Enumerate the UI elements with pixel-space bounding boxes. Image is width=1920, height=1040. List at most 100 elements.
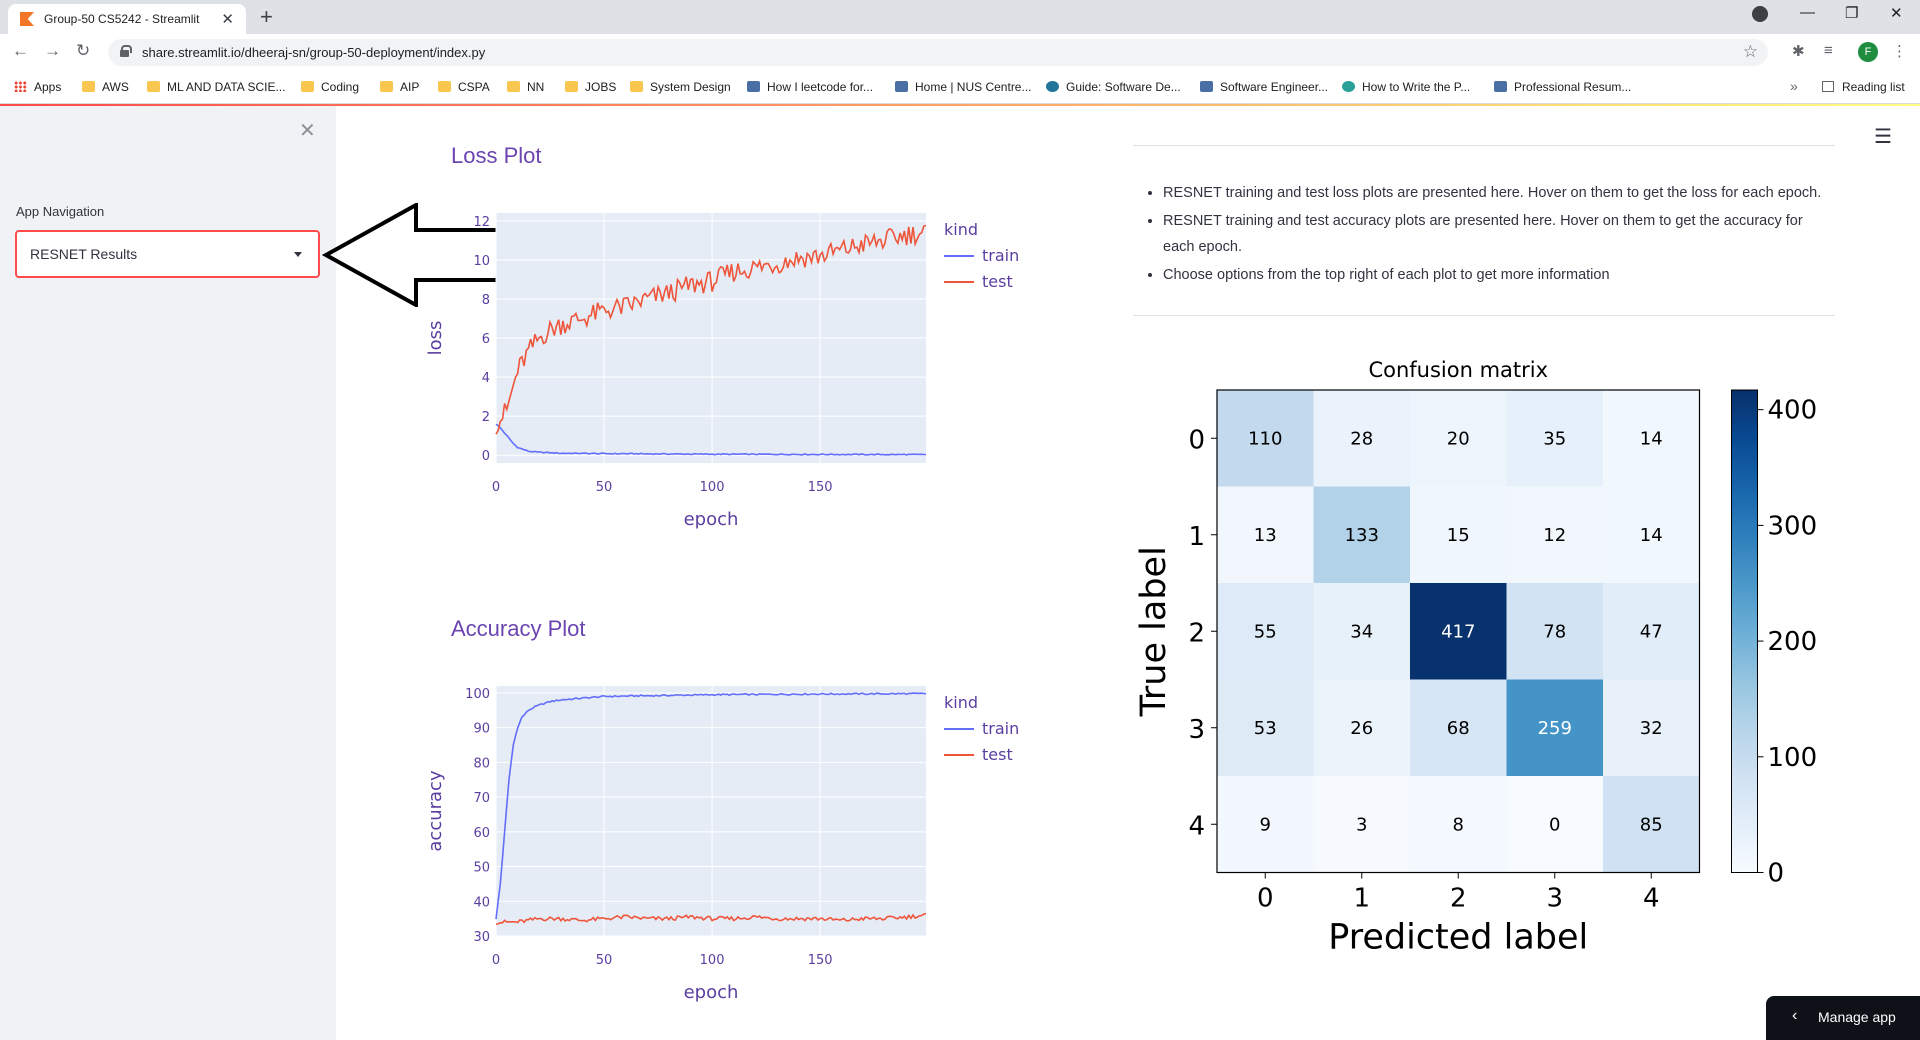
colorbar-tick-label: 400 [1768, 396, 1818, 426]
matrix-cell [1410, 583, 1507, 680]
app-navigation-label: App Navigation [16, 204, 105, 219]
matrix-cell [1603, 583, 1700, 680]
address-bar[interactable]: share.streamlit.io/dheeraj-sn/group-50-d… [108, 39, 1768, 66]
bookmarks-overflow-icon[interactable]: » [1790, 78, 1798, 94]
sidebar-close-icon[interactable]: ✕ [299, 120, 316, 142]
window-close-icon[interactable]: ✕ [1890, 5, 1903, 22]
manage-app-button[interactable]: ‹ Manage app [1766, 996, 1920, 1040]
matrix-cell [1410, 776, 1507, 873]
cell-value: 15 [1447, 525, 1470, 546]
bookmark-coding[interactable]: Coding [301, 80, 359, 94]
bookmark-how-to-write[interactable]: How to Write the P... [1342, 80, 1470, 94]
bookmark-star-icon[interactable]: ☆ [1742, 42, 1758, 61]
reload-icon[interactable]: ↻ [76, 41, 91, 60]
cell-value: 8 [1453, 814, 1464, 835]
x-tick-label: 150 [808, 953, 833, 968]
matrix-cell [1313, 486, 1410, 583]
app-navigation-select[interactable]: RESNET Results [15, 230, 320, 278]
legend-item-train: train [982, 246, 1019, 265]
media-queue-icon[interactable]: ≡ [1824, 42, 1833, 59]
site-icon [1200, 81, 1213, 92]
folder-icon [507, 81, 520, 92]
x-tick-label: 3 [1546, 884, 1563, 914]
x-axis-label: Predicted label [1328, 918, 1588, 958]
bookmark-apps[interactable]: Apps [14, 80, 61, 94]
matrix-cell [1410, 679, 1507, 776]
bookmark-nn[interactable]: NN [507, 80, 544, 94]
bookmark-system-design[interactable]: System Design [630, 80, 731, 94]
cell-value: 110 [1248, 428, 1282, 449]
bookmark-resume[interactable]: Professional Resum... [1494, 80, 1631, 94]
profile-avatar[interactable]: F [1858, 42, 1878, 62]
y-tick-label: 4 [1188, 811, 1205, 841]
profile-menu-icon[interactable] [1752, 6, 1768, 22]
bookmark-aip[interactable]: AIP [380, 80, 419, 94]
reading-list[interactable]: Reading list [1822, 80, 1905, 94]
series-line-test [495, 913, 927, 925]
streamlit-decoration [0, 104, 1920, 106]
folder-icon [438, 81, 451, 92]
browser-menu-icon[interactable]: ⋮ [1892, 43, 1907, 60]
bookmarks-bar: Apps AWS ML AND DATA SCIE... Coding AIP … [0, 70, 1920, 104]
y-tick-label: 100 [465, 687, 490, 702]
bookmark-jobs[interactable]: JOBS [565, 80, 616, 94]
new-tab-icon[interactable]: + [260, 4, 273, 29]
matrix-cell [1410, 486, 1507, 583]
y-tick-label: 50 [473, 861, 490, 876]
tab-title: Group-50 CS5242 - Streamlit [44, 12, 200, 26]
y-tick-label: 90 [473, 722, 490, 737]
selected-page: RESNET Results [30, 246, 138, 262]
matrix-cell [1506, 679, 1603, 776]
divider [1133, 145, 1835, 146]
restore-icon[interactable]: ❐ [1845, 5, 1859, 22]
accuracy-chart[interactable]: 0 50 100 150 30 40 50 60 70 80 90 100 epoch accuracy k… [416, 678, 1116, 1018]
bookmark-cspa[interactable]: CSPA [438, 80, 490, 94]
matrix-cell [1313, 679, 1410, 776]
chart-title: Confusion matrix [1368, 358, 1548, 382]
cell-value: 14 [1640, 428, 1663, 449]
colorbar-tick-label: 100 [1768, 743, 1818, 773]
x-tick-label: 1 [1353, 884, 1370, 914]
cell-value: 85 [1640, 814, 1663, 835]
y-tick-label: 80 [473, 756, 490, 771]
legend-item-train: train [982, 719, 1019, 738]
matrix-cell [1313, 583, 1410, 680]
folder-icon [380, 81, 393, 92]
y-tick-label: 1 [1188, 522, 1205, 552]
folder-icon [630, 81, 643, 92]
browser-tab[interactable]: Group-50 CS5242 - Streamlit ✕ [8, 4, 246, 34]
minimize-icon[interactable]: — [1800, 4, 1815, 21]
x-tick-label: 150 [808, 480, 833, 495]
matrix-cell [1506, 776, 1603, 873]
extensions-icon[interactable]: ✱ [1792, 43, 1805, 60]
bookmark-guide[interactable]: Guide: Software De... [1046, 80, 1181, 94]
loss-plot-title: Loss Plot [451, 143, 542, 168]
bookmark-software-engineer[interactable]: Software Engineer... [1200, 80, 1328, 94]
y-tick-label: 2 [482, 410, 490, 425]
bookmark-nus[interactable]: Home | NUS Centre... [895, 80, 1031, 94]
cell-value: 68 [1447, 718, 1470, 739]
lock-icon [120, 45, 132, 57]
forward-icon[interactable]: → [44, 41, 61, 60]
accuracy-plot-title: Accuracy Plot [451, 616, 586, 641]
bookmark-leetcode[interactable]: How I leetcode for... [747, 80, 873, 94]
back-icon[interactable]: ← [12, 41, 29, 60]
cell-value: 133 [1345, 525, 1379, 546]
cell-value: 259 [1538, 718, 1572, 739]
streamlit-favicon-icon [20, 12, 34, 26]
y-tick-label: 4 [482, 371, 490, 386]
folder-icon [82, 81, 95, 92]
plot-area [496, 686, 926, 936]
bookmark-ml[interactable]: ML AND DATA SCIE... [147, 80, 285, 94]
y-tick-label: 3 [1188, 715, 1205, 745]
matrix-cell [1603, 390, 1700, 487]
url-text: share.streamlit.io/dheeraj-sn/group-50-d… [142, 45, 486, 60]
bookmark-aws[interactable]: AWS [82, 80, 129, 94]
matrix-cell [1217, 583, 1314, 680]
x-tick-label: 0 [1257, 884, 1274, 914]
folder-icon [301, 81, 314, 92]
tab-close-icon[interactable]: ✕ [221, 11, 234, 28]
hamburger-menu-icon[interactable]: ☰ [1874, 126, 1892, 148]
series-line-train [495, 423, 927, 456]
